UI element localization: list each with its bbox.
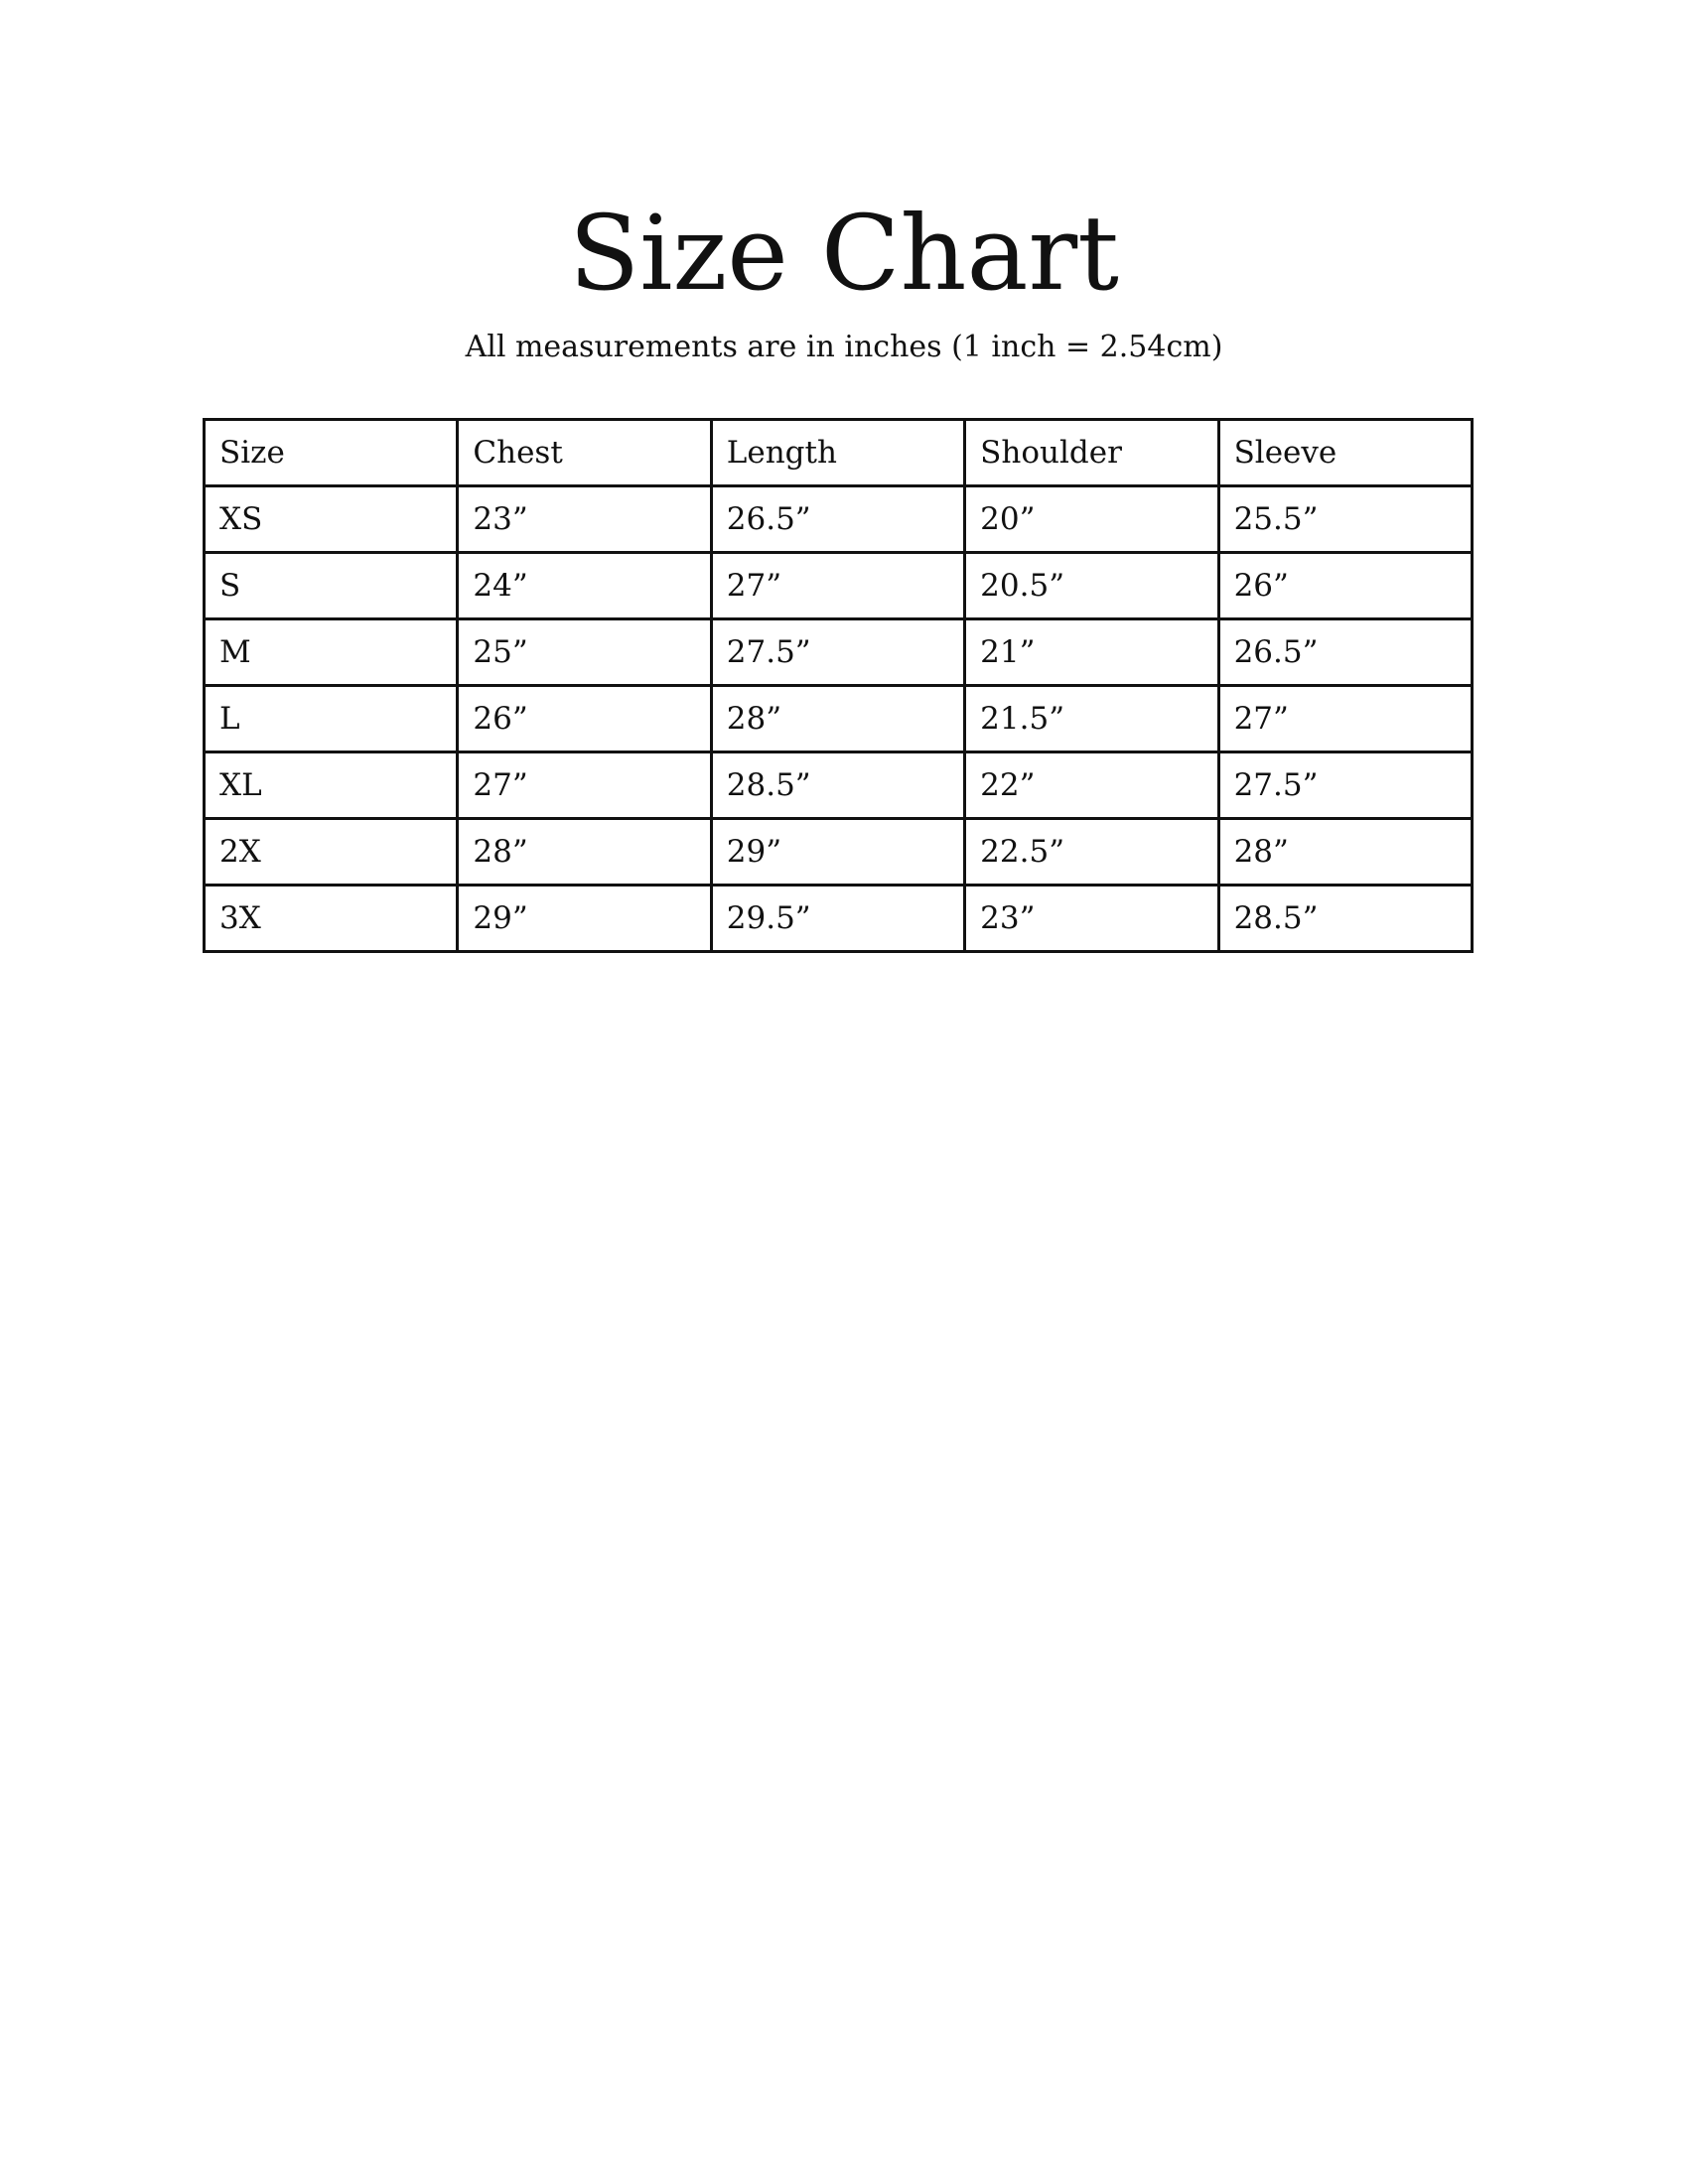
table-row: XS 23” 26.5” 20” 25.5” [202,484,1475,554]
cell-size: 2X [202,817,460,887]
table-row: L 26” 28” 21.5” 27” [202,684,1475,753]
cell-length: 26.5” [709,484,967,554]
table-row: S 24” 27” 20.5” 26” [202,551,1475,620]
cell-size: 3X [202,884,460,953]
cell-length: 28” [709,684,967,753]
cell-chest: 27” [456,751,713,820]
table-row: M 25” 27.5” 21” 26.5” [202,617,1475,687]
cell-length: 27.5” [709,617,967,687]
cell-chest: 29” [456,884,713,953]
cell-shoulder: 21” [963,617,1220,687]
cell-sleeve: 26” [1216,551,1475,620]
table-row: 3X 29” 29.5” 23” 28.5” [202,884,1475,953]
cell-length: 29.5” [709,884,967,953]
cell-chest: 26” [456,684,713,753]
cell-length: 29” [709,817,967,887]
table-row: 2X 28” 29” 22.5” 28” [202,817,1475,887]
cell-chest: 23” [456,484,713,554]
cell-shoulder: 22” [963,751,1220,820]
page-title: Size Chart [569,193,1119,314]
cell-sleeve: 27.5” [1216,751,1475,820]
header-shoulder: Shoulder [963,418,1220,487]
cell-size: XS [202,484,460,554]
cell-shoulder: 20.5” [963,551,1220,620]
cell-size: M [202,617,460,687]
cell-length: 27” [709,551,967,620]
cell-sleeve: 26.5” [1216,617,1475,687]
cell-shoulder: 23” [963,884,1220,953]
cell-shoulder: 22.5” [963,817,1220,887]
cell-size: S [202,551,460,620]
cell-shoulder: 21.5” [963,684,1220,753]
cell-size: L [202,684,460,753]
cell-length: 28.5” [709,751,967,820]
cell-chest: 28” [456,817,713,887]
header-length: Length [709,418,967,487]
subtitle: All measurements are in inches (1 inch =… [465,330,1223,364]
table-row: XL 27” 28.5” 22” 27.5” [202,751,1475,820]
cell-size: XL [202,751,460,820]
header-chest: Chest [456,418,713,487]
cell-chest: 25” [456,617,713,687]
cell-sleeve: 27” [1216,684,1475,753]
cell-chest: 24” [456,551,713,620]
cell-shoulder: 20” [963,484,1220,554]
header-size: Size [202,418,460,487]
size-table: Size Chest Length Shoulder Sleeve XS 23” 2… [202,418,1475,953]
header-sleeve: Sleeve [1216,418,1475,487]
cell-sleeve: 28.5” [1216,884,1475,953]
cell-sleeve: 28” [1216,817,1475,887]
table-header-row: Size Chest Length Shoulder Sleeve [202,418,1475,487]
cell-sleeve: 25.5” [1216,484,1475,554]
